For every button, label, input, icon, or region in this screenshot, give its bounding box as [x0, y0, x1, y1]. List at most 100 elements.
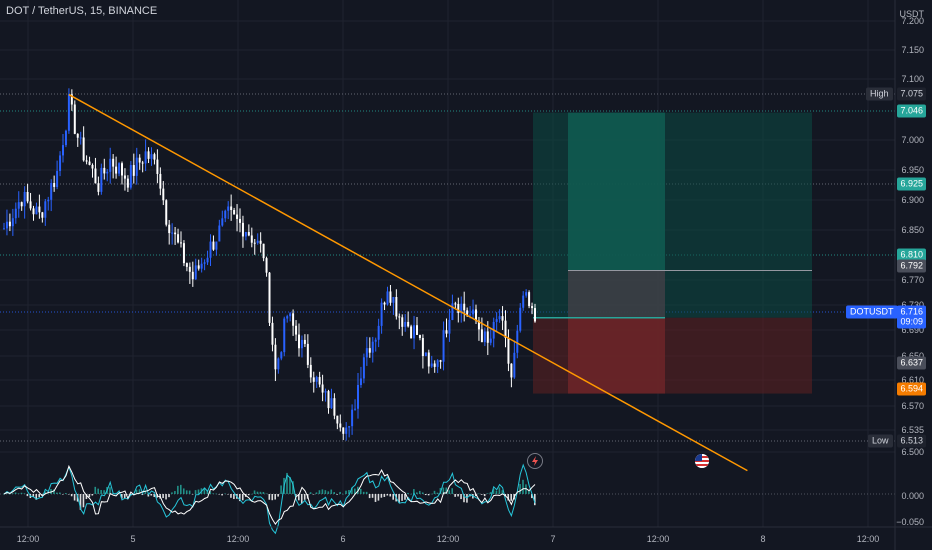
macd-histogram-bar: [35, 494, 38, 500]
macd-histogram-bar: [525, 484, 527, 494]
candle-body: [76, 133, 79, 138]
macd-histogram-bar: [312, 494, 315, 495]
candle-body: [504, 320, 507, 338]
macd-histogram-bar: [115, 492, 117, 494]
candle-body: [135, 157, 138, 176]
macd-histogram-bar: [38, 494, 40, 498]
stop-zone: [568, 317, 665, 394]
candle-body: [153, 154, 156, 160]
macd-histogram-bar: [197, 489, 200, 494]
candle-body: [469, 314, 472, 316]
macd-histogram-bar: [64, 493, 67, 494]
macd-histogram-bar: [534, 494, 536, 506]
macd-histogram-bar: [504, 494, 507, 497]
price-tick-label: 0.000: [901, 491, 924, 501]
candle-body: [209, 241, 212, 258]
stop-badge: 6.594: [897, 382, 926, 396]
candle-body: [448, 319, 451, 334]
macd-histogram-bar: [103, 490, 105, 494]
macd-histogram-bar: [483, 494, 486, 497]
high-value-badge: 7.075: [897, 87, 926, 101]
macd-histogram-bar: [100, 490, 102, 494]
candle-body: [292, 313, 295, 326]
macd-histogram-bar: [76, 494, 79, 502]
candle-body: [197, 265, 200, 269]
target-zone: [568, 112, 665, 271]
macd-histogram-bar: [3, 494, 5, 495]
candle-body: [501, 316, 504, 321]
price-tick-label: 6.610: [901, 375, 924, 385]
macd-histogram-bar: [421, 492, 424, 494]
candle-body: [454, 303, 457, 305]
macd-histogram-bar: [11, 493, 14, 494]
macd-histogram-bar: [159, 494, 161, 499]
us-flag-icon[interactable]: [695, 454, 709, 468]
candle-body: [330, 398, 333, 409]
candle-body: [315, 377, 318, 382]
macd-histogram-bar: [365, 491, 368, 494]
candle-body: [73, 104, 76, 134]
candle-body: [519, 307, 522, 331]
candle-body: [463, 303, 466, 311]
candle-body: [144, 151, 147, 164]
macd-histogram-bar: [50, 488, 52, 494]
macd-histogram-bar: [339, 491, 341, 494]
candle-body: [115, 166, 118, 174]
macd-histogram-bar: [480, 494, 483, 495]
macd-histogram-bar: [427, 494, 430, 496]
candle-body: [256, 240, 259, 243]
candle-body: [112, 158, 115, 167]
candle-body: [522, 295, 525, 308]
candle-body: [286, 316, 289, 319]
candle-body: [180, 242, 182, 244]
candle-body: [156, 159, 159, 174]
time-tick-label: 12:00: [856, 534, 880, 544]
candle-body: [392, 296, 395, 303]
price-tick-label: 7.150: [901, 45, 924, 55]
candle-body: [516, 330, 519, 353]
price-tick-label: 6.950: [901, 165, 924, 175]
candle-body: [457, 303, 460, 314]
candle-body: [513, 352, 516, 378]
macd-histogram-bar: [141, 494, 144, 496]
candle-body: [289, 313, 292, 317]
macd-histogram-bar: [147, 494, 150, 497]
macd-line: [3, 463, 536, 535]
candle-body: [85, 160, 88, 162]
candle-body: [398, 316, 401, 318]
candle-body: [486, 331, 489, 343]
candle-body: [442, 330, 445, 362]
candle-body: [185, 263, 188, 267]
macd-histogram-bar: [404, 494, 406, 500]
candle-body: [283, 318, 286, 353]
macd-histogram-bar: [153, 494, 156, 497]
candle-body: [451, 303, 454, 320]
candle-body: [410, 326, 413, 339]
macd-histogram-bar: [88, 494, 91, 498]
price-tick-label: 6.500: [901, 447, 924, 457]
candle-body: [218, 225, 221, 242]
candle-body: [507, 337, 510, 364]
candle-body: [50, 183, 53, 200]
macd-histogram-bar: [386, 494, 389, 496]
symbol-tag: DOTUSDT: [846, 305, 898, 319]
candle-body: [480, 329, 483, 343]
macd-histogram-bar: [109, 487, 111, 494]
candle-body: [433, 363, 436, 367]
candle-body: [67, 94, 70, 131]
macd-histogram-bar: [206, 490, 209, 494]
candle-body: [416, 325, 418, 335]
macd-histogram-bar: [224, 493, 226, 495]
candle-body: [531, 306, 534, 309]
candle-body: [94, 168, 97, 184]
macd-histogram-bar: [203, 487, 206, 494]
candle-body: [395, 296, 398, 317]
macd-histogram-bar: [433, 490, 436, 494]
candle-body: [132, 165, 135, 176]
candle-body: [495, 319, 498, 322]
lightning-icon[interactable]: [527, 453, 543, 469]
macd-histogram-bar: [47, 493, 49, 494]
candle-body: [106, 171, 109, 174]
macd-histogram-bar: [289, 476, 291, 494]
